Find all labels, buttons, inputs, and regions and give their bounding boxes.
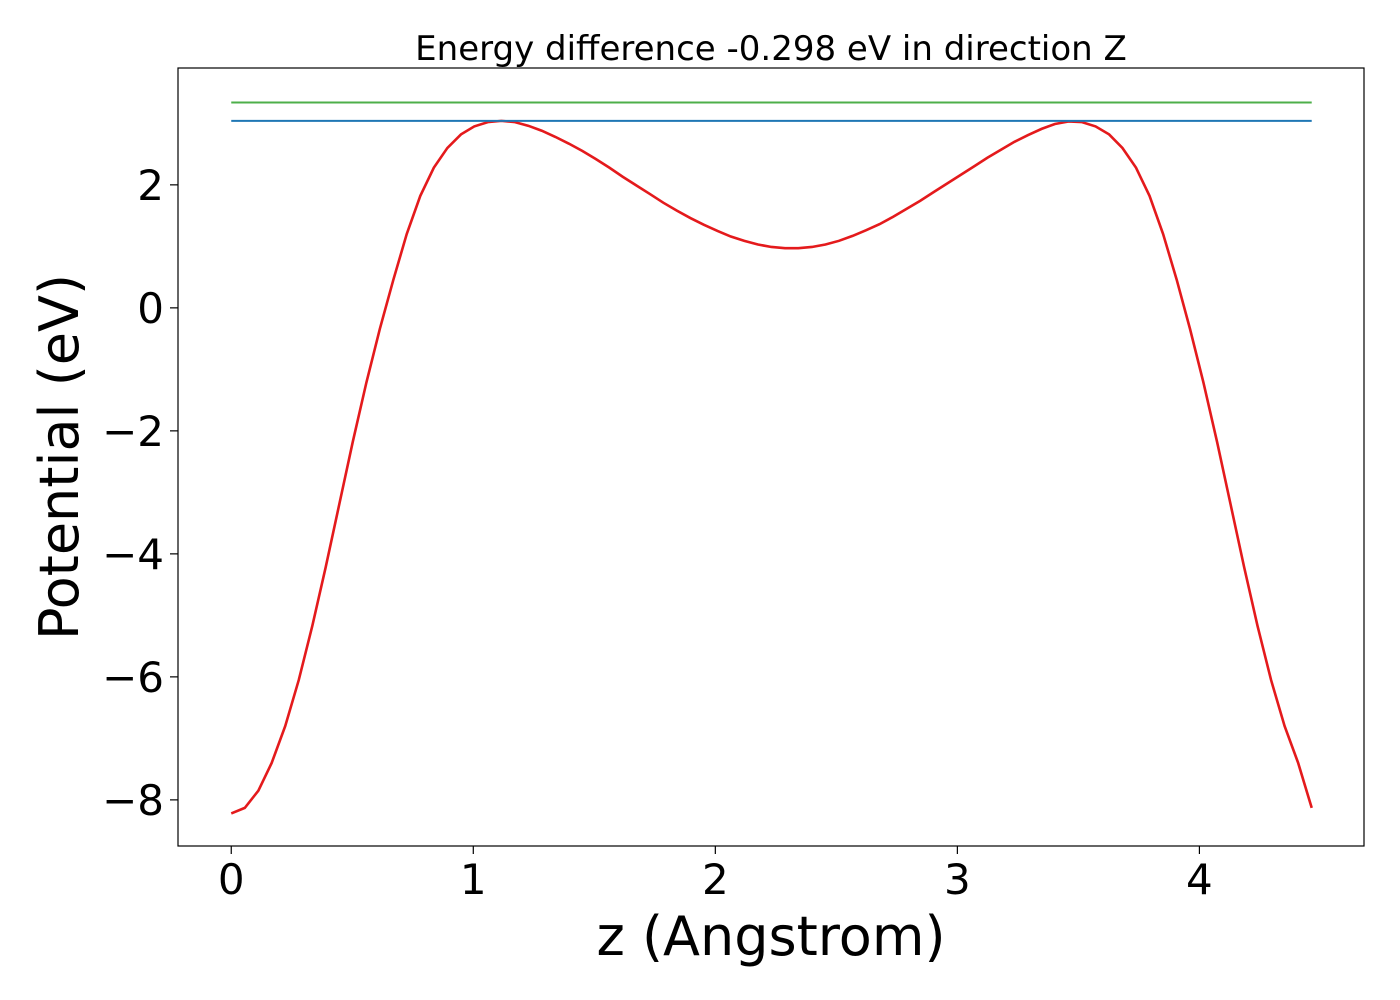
y-tick-label: −2: [102, 407, 164, 456]
y-tick-label: 0: [137, 284, 164, 333]
x-tick-label: 4: [1186, 855, 1213, 904]
y-tick-label: −6: [102, 653, 164, 702]
y-axis: −8 −6 −4 −2 0 2: [102, 161, 178, 825]
x-axis: 0 1 2 3 4: [218, 846, 1213, 904]
chart-title: Energy difference -0.298 eV in direction…: [415, 29, 1127, 69]
x-axis-label: z (Angstrom): [596, 905, 945, 968]
series-line-0: [230, 119, 1313, 815]
plot-frame: [177, 67, 1365, 847]
x-tick-label: 3: [944, 855, 971, 904]
y-tick-label: 2: [137, 161, 164, 210]
series-layer: [230, 101, 1313, 815]
y-axis-label: Potential (eV): [28, 274, 91, 640]
x-tick-label: 1: [460, 855, 487, 904]
y-tick-label: −8: [102, 776, 164, 825]
y-tick-label: −4: [102, 530, 164, 579]
x-tick-label: 0: [218, 855, 245, 904]
x-tick-label: 2: [702, 855, 729, 904]
